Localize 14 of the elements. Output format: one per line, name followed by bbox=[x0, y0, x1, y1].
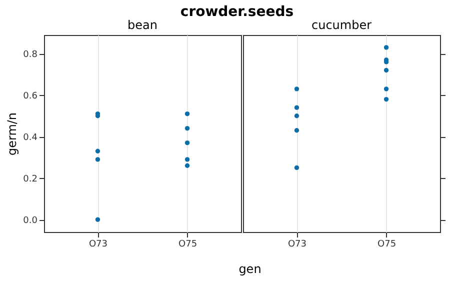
y-tick-label: 0.8 bbox=[23, 50, 38, 60]
x-tick-label: O75 bbox=[178, 240, 198, 250]
y-axis-title: germ/n bbox=[5, 112, 20, 156]
x-tick-label: O73 bbox=[88, 240, 108, 250]
y-tick-label: 0.4 bbox=[23, 133, 38, 144]
chart-subtitle: cucumber bbox=[311, 18, 372, 32]
x-tick-label: O75 bbox=[378, 240, 396, 250]
chart-subtitle: bean bbox=[128, 18, 158, 32]
x-axis-title: gen bbox=[238, 262, 262, 276]
y-tick-label: 0.2 bbox=[23, 174, 38, 185]
y-tick-label: 0.6 bbox=[23, 92, 38, 102]
x-tick-label: O73 bbox=[288, 240, 306, 250]
y-tick-label: 0.0 bbox=[23, 216, 38, 226]
chart-title: crowder.seeds bbox=[180, 4, 294, 20]
